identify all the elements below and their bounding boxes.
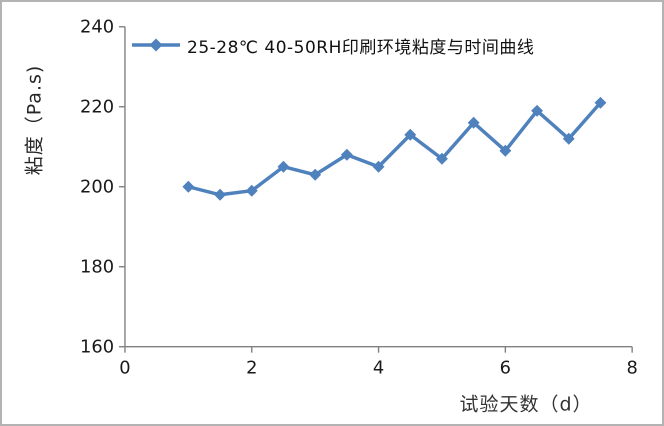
x-tick-label: 2 <box>246 357 257 378</box>
y-tick-label: 200 <box>80 177 114 198</box>
data-point-marker <box>277 160 290 173</box>
data-point-marker <box>404 128 417 141</box>
legend: 25-28℃ 40-50RH印刷环境粘度与时间曲线 <box>130 33 535 58</box>
x-axis-title: 试验天数（d） <box>459 393 593 416</box>
y-tick-label: 240 <box>80 17 114 38</box>
data-point-marker <box>309 168 322 181</box>
x-tick-label: 4 <box>373 357 384 378</box>
data-point-marker <box>467 116 480 129</box>
y-tick-label: 160 <box>80 337 114 358</box>
data-point-marker <box>562 132 575 145</box>
data-point-marker <box>182 180 195 193</box>
data-point-marker <box>372 160 385 173</box>
x-tick-label: 6 <box>500 357 511 378</box>
legend-label: 25-28℃ 40-50RH印刷环境粘度与时间曲线 <box>187 37 535 58</box>
y-tick-label: 220 <box>80 97 114 118</box>
y-tick-label: 180 <box>80 257 114 278</box>
x-tick-label: 8 <box>626 357 637 378</box>
data-point-marker <box>499 144 512 157</box>
data-point-marker <box>245 184 258 197</box>
legend-line-marker-icon <box>132 38 180 52</box>
data-point-marker <box>214 188 227 201</box>
data-point-marker <box>340 148 353 161</box>
data-point-marker <box>436 152 448 165</box>
series-line <box>186 101 603 197</box>
x-tick-label: 0 <box>119 357 130 378</box>
